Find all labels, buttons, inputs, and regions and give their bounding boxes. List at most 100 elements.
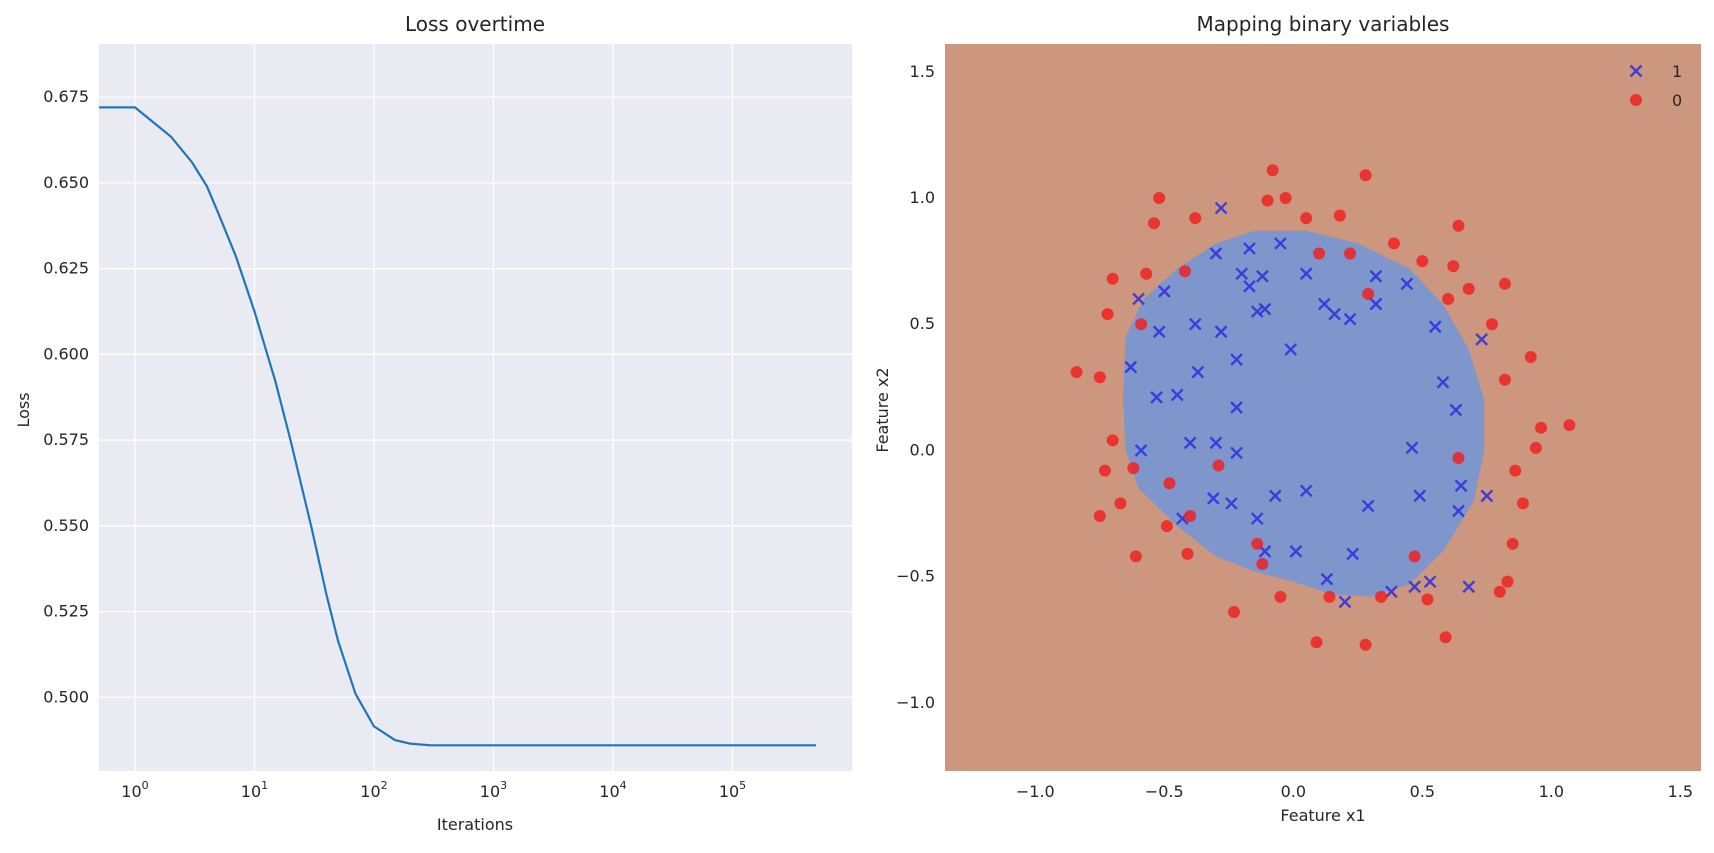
class-1-point	[1191, 365, 1205, 379]
mapping-x-axis-label: Feature x1	[1280, 806, 1365, 825]
class-1-point	[1343, 312, 1357, 326]
loss-x-tick-label: 102	[360, 779, 387, 801]
loss-series-line	[99, 106, 816, 747]
class-1-point	[1449, 403, 1463, 417]
class-0-point	[1359, 169, 1372, 182]
class-0-point	[1140, 267, 1153, 280]
mapping-y-tick-label: 0.5	[910, 314, 935, 333]
legend-label: 0	[1672, 91, 1682, 110]
mapping-x-tick-label: 0.0	[1281, 782, 1306, 801]
class-0-point	[1529, 441, 1542, 454]
class-0-point	[1300, 212, 1313, 225]
class-0-point	[1375, 590, 1388, 603]
legend: 10	[1629, 62, 1682, 110]
class-1-point	[1408, 580, 1421, 594]
class-1-point	[1369, 297, 1383, 311]
class-1-point	[1214, 325, 1228, 339]
class-0-point	[1160, 520, 1173, 533]
class-1-point	[1452, 504, 1465, 518]
class-0-point	[1274, 590, 1287, 603]
mapping-y-tick-label: 1.5	[910, 62, 935, 81]
class-1-point	[1152, 325, 1166, 339]
class-1-point	[1243, 242, 1256, 255]
class-1-point	[1299, 484, 1313, 498]
class-0-point	[1261, 194, 1274, 207]
class-0-point	[1313, 247, 1326, 260]
class-1-point	[1209, 436, 1223, 450]
class-0-point	[1408, 550, 1421, 563]
class-0-point	[1256, 558, 1269, 571]
class-1-point	[1157, 285, 1171, 298]
class-0-point	[1462, 282, 1475, 295]
class-1-point	[1299, 267, 1313, 281]
class-1-point	[1256, 269, 1269, 283]
class-0-point	[1447, 260, 1460, 273]
mapping-y-tick-label: 1.0	[910, 188, 935, 207]
class-1-point	[1338, 595, 1352, 609]
class-0-point	[1153, 191, 1166, 204]
mapping-x-ticks: −1.0 −0.5 0.0 0.5 1.0 1.5	[1016, 782, 1693, 801]
loss-y-tick-label: 0.650	[43, 173, 89, 192]
class-0-point	[1486, 318, 1499, 331]
mapping-y-tick-label: −1.0	[896, 693, 935, 712]
class-0-point	[1181, 547, 1194, 560]
class-0-point	[1163, 477, 1176, 490]
class-1-point	[1346, 547, 1360, 561]
class-1-point	[1369, 269, 1383, 283]
class-0-point	[1323, 590, 1336, 603]
class-1-point	[1243, 279, 1256, 293]
class-1-point	[1289, 545, 1303, 558]
class-1-point	[1454, 479, 1468, 493]
mapping-y-tick-label: −0.5	[896, 567, 935, 586]
loss-y-tick-label: 0.600	[43, 344, 89, 363]
class-0-point	[1509, 464, 1522, 477]
mapping-x-tick-label: −1.0	[1016, 782, 1055, 801]
decision-region	[1123, 230, 1485, 597]
class-0-point	[1493, 585, 1506, 598]
class-1-point	[1462, 580, 1476, 594]
class-1-point	[1320, 572, 1334, 586]
class-0-point	[1498, 277, 1511, 290]
class-0-point	[1093, 510, 1106, 523]
legend-marker-x	[1629, 64, 1643, 78]
class-1-point	[1268, 489, 1282, 503]
class-0-point	[1135, 318, 1148, 331]
loss-x-tick-label: 104	[599, 779, 626, 801]
class-0-point	[1524, 351, 1537, 364]
class-1-point	[1206, 492, 1220, 505]
mapping-y-axis-label: Feature x2	[873, 367, 892, 452]
class-0-point	[1516, 497, 1529, 510]
class-1-point	[1428, 320, 1442, 334]
loss-grid	[99, 44, 852, 771]
class-1-point	[1258, 302, 1272, 316]
loss-x-tick-label: 103	[480, 779, 507, 801]
class-0-point	[1127, 462, 1140, 475]
class-0-point	[1184, 510, 1197, 523]
class-1-point	[1250, 512, 1264, 525]
class-0-point	[1563, 419, 1576, 432]
loss-y-axis-label: Loss	[14, 392, 33, 427]
class-0-point	[1251, 537, 1264, 550]
loss-x-axis-label: Iterations	[437, 815, 513, 834]
class-1-point	[1230, 353, 1243, 366]
mapping-y-ticks: −1.0 −0.5 0.0 0.5 1.0 1.5	[896, 62, 935, 712]
class-0-point	[1129, 550, 1142, 563]
class-0-point	[1178, 265, 1191, 278]
class-1-point	[1274, 237, 1287, 250]
loss-y-tick-label: 0.500	[43, 687, 89, 706]
class-1-point	[1235, 267, 1249, 281]
class-0-point	[1442, 292, 1455, 305]
class-0-point	[1227, 605, 1240, 618]
class-1-point	[1183, 436, 1197, 450]
class-0-point	[1501, 575, 1514, 588]
class-0-point	[1535, 421, 1548, 434]
loss-y-tick-label: 0.625	[43, 259, 89, 278]
class-1-point	[1400, 277, 1414, 291]
loss-y-tick-label: 0.550	[43, 516, 89, 535]
class-0-point	[1189, 212, 1202, 225]
loss-y-tick-label: 0.525	[43, 602, 89, 621]
class-1-point	[1385, 585, 1398, 599]
class-1-point	[1405, 441, 1419, 455]
class-0-point	[1310, 636, 1323, 649]
